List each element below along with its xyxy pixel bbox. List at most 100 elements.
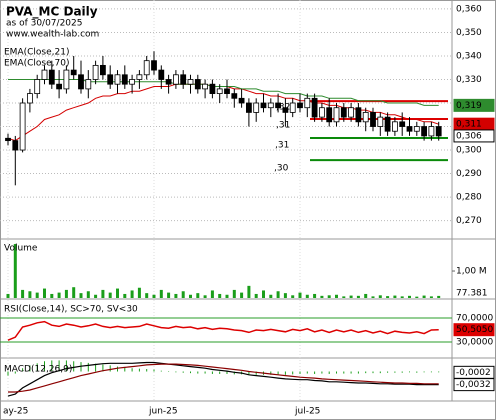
candle-body bbox=[12, 140, 19, 151]
histogram-bar bbox=[36, 363, 38, 372]
candle-body bbox=[85, 79, 92, 90]
candle-body bbox=[370, 112, 376, 127]
candle-body bbox=[348, 107, 355, 118]
volume-bar bbox=[145, 293, 149, 298]
candle-body bbox=[311, 97, 318, 118]
volume-bar bbox=[79, 293, 83, 298]
histogram-bar bbox=[7, 371, 9, 376]
volume-bar bbox=[130, 290, 134, 298]
histogram-bar bbox=[409, 371, 410, 373]
rsi-line bbox=[7, 320, 439, 341]
candle-body bbox=[41, 69, 48, 80]
volume-bar bbox=[196, 293, 200, 298]
volume-bar bbox=[269, 294, 273, 298]
macd-line bbox=[7, 361, 439, 397]
y-tick-label: 0,360 bbox=[456, 4, 482, 14]
y-tick-label: 0,300 bbox=[456, 146, 482, 156]
candle-body bbox=[253, 102, 260, 113]
y-tick-label: 0,280 bbox=[456, 193, 482, 203]
value-label: 0,311 bbox=[456, 120, 482, 130]
candle-body bbox=[406, 126, 413, 132]
histogram-bar bbox=[270, 371, 272, 375]
candle-body bbox=[158, 69, 165, 80]
volume-bar bbox=[225, 294, 229, 298]
histogram-bar bbox=[284, 371, 286, 375]
histogram-bar bbox=[197, 371, 199, 374]
candle-body bbox=[209, 83, 216, 95]
y-tick-label: 0,350 bbox=[456, 28, 482, 38]
subtitle: as of 30/07/2025 bbox=[6, 19, 82, 29]
candle-body bbox=[172, 74, 179, 85]
histogram-bar bbox=[160, 370, 162, 372]
candle-body bbox=[151, 60, 157, 71]
y-tick-label: 70,0000 bbox=[456, 314, 493, 324]
y-tick-label: 30,0000 bbox=[456, 338, 493, 348]
candle-body bbox=[56, 83, 62, 90]
histogram-bar bbox=[168, 371, 170, 373]
value-label: 0,319 bbox=[456, 101, 482, 111]
histogram-bar bbox=[138, 368, 140, 372]
candle-body bbox=[289, 102, 296, 113]
chart-title: PVA_MC Daily bbox=[6, 5, 98, 20]
volume-bar bbox=[43, 288, 46, 298]
volume-bar bbox=[189, 294, 192, 298]
volume-bar bbox=[123, 293, 127, 298]
histogram-bar bbox=[365, 371, 367, 374]
x-tick-label: ay-25 bbox=[3, 407, 28, 417]
volume-bar bbox=[152, 294, 156, 298]
panel-title: Volume bbox=[4, 244, 38, 254]
volume-bar bbox=[291, 295, 295, 298]
candle-body bbox=[275, 102, 282, 109]
volume-bar bbox=[6, 293, 10, 298]
volume-bar bbox=[108, 292, 112, 298]
histogram-bar bbox=[131, 368, 133, 372]
volume-bar bbox=[167, 292, 171, 298]
candle-body bbox=[238, 97, 245, 104]
histogram-bar bbox=[175, 371, 177, 373]
volume-bar bbox=[342, 296, 346, 298]
histogram-bar bbox=[182, 371, 184, 373]
volume-bar bbox=[320, 295, 324, 298]
candle-body bbox=[245, 102, 252, 113]
volume-bar bbox=[210, 290, 214, 298]
histogram-bar bbox=[109, 365, 111, 372]
histogram-bar bbox=[51, 360, 53, 372]
volume-bar bbox=[378, 295, 382, 298]
histogram-bar bbox=[233, 371, 235, 375]
candle-body bbox=[202, 83, 209, 90]
volume-bar bbox=[276, 291, 280, 298]
candle-body bbox=[224, 88, 230, 95]
volume-bar bbox=[94, 294, 98, 298]
volume-bar bbox=[159, 289, 163, 298]
candle-body bbox=[92, 64, 99, 80]
volume-bar bbox=[393, 295, 397, 298]
volume-bar bbox=[298, 292, 302, 298]
volume-bar bbox=[408, 295, 411, 298]
volume-bar bbox=[137, 287, 141, 298]
histogram-bar bbox=[306, 371, 308, 374]
panel-title: MACD(12,26,9) bbox=[4, 365, 72, 375]
volume-bar bbox=[181, 291, 185, 298]
candle-body bbox=[391, 121, 398, 132]
volume-bar bbox=[262, 290, 265, 298]
y-tick-label: 0,270 bbox=[456, 216, 482, 226]
histogram-bar bbox=[336, 371, 337, 374]
value-label: 77.381 bbox=[456, 288, 488, 298]
volume-bar bbox=[386, 296, 390, 298]
histogram-bar bbox=[423, 371, 425, 373]
candle-body bbox=[421, 126, 428, 137]
histogram-bar bbox=[438, 371, 440, 373]
candle-body bbox=[304, 97, 311, 109]
value-label: 50,5050 bbox=[456, 325, 493, 335]
value-label-box bbox=[453, 129, 495, 143]
candle-body bbox=[114, 74, 121, 85]
histogram-bar bbox=[401, 371, 403, 373]
volume-bar bbox=[240, 292, 244, 298]
candle-body bbox=[180, 74, 187, 85]
candle-body bbox=[136, 74, 143, 80]
source: www.wealth-lab.com bbox=[6, 30, 99, 40]
volume-bar bbox=[415, 296, 419, 298]
histogram-bar bbox=[190, 371, 191, 374]
y-tick-label: 0,340 bbox=[456, 51, 482, 61]
volume-bar bbox=[327, 295, 331, 298]
